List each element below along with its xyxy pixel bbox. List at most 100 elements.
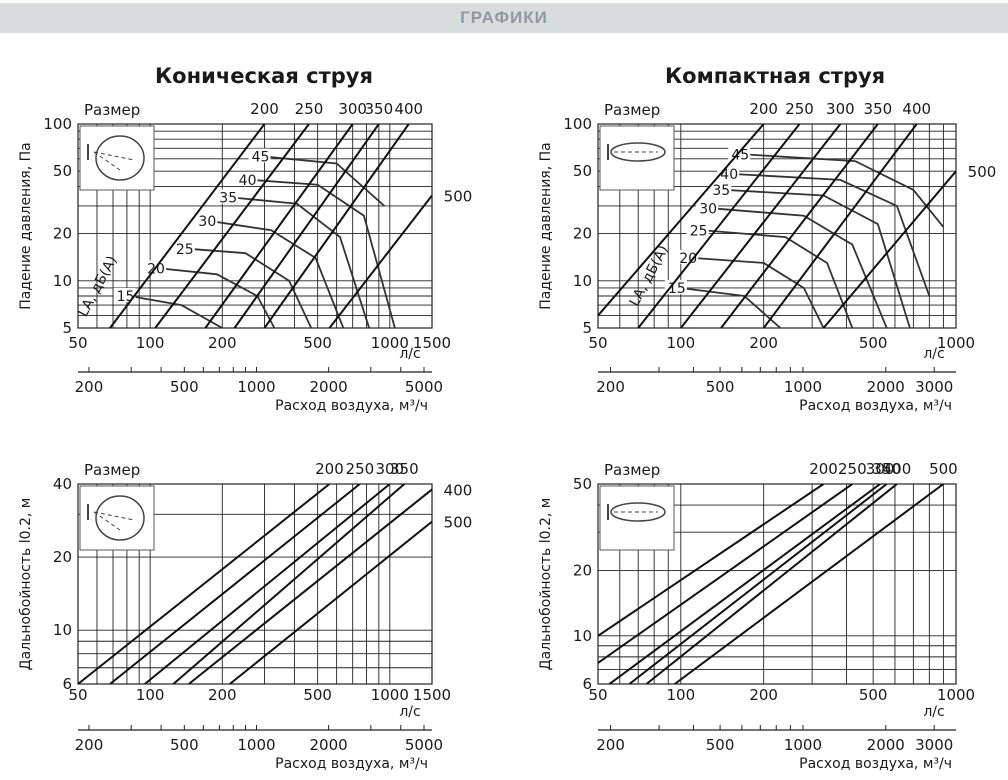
noise-curve-30 — [712, 207, 888, 328]
series-line-350 — [233, 124, 380, 328]
series-line-400 — [188, 488, 432, 684]
x2-axis-label: Расход воздуха, м³/ч — [275, 398, 428, 414]
x-tick-label: 1000 — [371, 334, 409, 352]
series-line-300 — [680, 124, 842, 328]
chart-title-compact: Компактная струя — [665, 64, 886, 88]
noise-curve-40 — [733, 173, 931, 297]
noise-label: 35 — [712, 183, 730, 199]
x2-axis-label: Расход воздуха, м³/ч — [275, 756, 428, 772]
noise-label: 40 — [720, 167, 738, 183]
size-label: 350 — [365, 100, 394, 118]
x-tick-label: 1000 — [937, 686, 975, 704]
diffuser-icon-frame — [599, 125, 675, 191]
size-label: 250 — [346, 460, 375, 478]
x-tick-label: 50 — [588, 686, 607, 704]
x-tick-label: 100 — [667, 686, 696, 704]
y-tick-label: 6 — [582, 675, 592, 693]
size-label: 350 — [872, 460, 901, 478]
page-header: ГРАФИКИ — [0, 0, 1008, 50]
x-unit-label: л/с — [923, 346, 944, 362]
noise-curve-25 — [188, 247, 313, 328]
noise-curve-35 — [232, 196, 371, 328]
y-tick-label: 10 — [53, 621, 72, 639]
x-tick-label: 100 — [136, 334, 165, 352]
header-bar — [0, 3, 1008, 33]
size-label: 200 — [809, 460, 838, 478]
noise-label-bg — [686, 222, 709, 237]
size-label: 350 — [390, 460, 419, 478]
x-tick-label: 1000 — [937, 334, 975, 352]
noise-label: 30 — [198, 214, 216, 230]
series-line-350 — [720, 124, 879, 328]
noise-label-bg — [664, 279, 687, 294]
y-axis-label: Падение давления, Па — [538, 142, 554, 309]
y-tick-label: 10 — [573, 272, 592, 290]
noise-label: 20 — [679, 251, 697, 267]
jet-ray-icon — [93, 511, 121, 531]
chart-panel-3: Размер 200 250 3003504005006102040Дальнобой… — [18, 460, 472, 772]
x-tick-label: 1500 — [413, 686, 451, 704]
plot-frame — [77, 123, 433, 329]
series-line-400 — [762, 124, 918, 328]
series-line-350 — [628, 484, 888, 684]
jet-conical-icon — [95, 495, 145, 541]
noise-curve-30 — [211, 220, 345, 328]
size-label: 300 — [826, 100, 855, 118]
x-tick-label: 50 — [68, 686, 87, 704]
size-label: 400 — [902, 100, 931, 118]
x2-tick-label: 200 — [596, 736, 625, 754]
jet-compact-icon — [610, 142, 666, 162]
noise-curve-15 — [129, 295, 223, 328]
series-line-500 — [674, 484, 945, 684]
x2-tick-label: 500 — [706, 736, 735, 754]
y-tick-label: 10 — [53, 272, 72, 290]
y-axis-label: Падение давления, Па — [18, 142, 34, 309]
x-unit-label: л/с — [399, 704, 420, 720]
x2-tick-label: 5000 — [405, 378, 443, 396]
x2-tick-label: 500 — [706, 378, 735, 396]
y-tick-label: 20 — [573, 561, 592, 579]
noise-label-bg — [216, 189, 239, 204]
size-label: 200 — [749, 100, 778, 118]
x2-tick-label: 1000 — [237, 378, 275, 396]
x-tick-label: 500 — [859, 686, 888, 704]
x2-tick-label: 2000 — [310, 736, 348, 754]
noise-label-bg — [717, 165, 740, 180]
size-label: 400 — [394, 100, 423, 118]
x-tick-label: 200 — [208, 686, 237, 704]
series-line-250 — [598, 484, 853, 664]
x-tick-label: 100 — [136, 686, 165, 704]
x2-tick-label: 1000 — [237, 736, 275, 754]
series-line-500 — [822, 170, 956, 328]
plot-frame — [77, 483, 433, 685]
noise-curve-35 — [725, 188, 911, 328]
noise-curve-45 — [744, 153, 945, 228]
y-tick-label: 20 — [573, 225, 592, 243]
y-tick-label: 5 — [62, 319, 72, 337]
series-line-250 — [637, 124, 801, 328]
series-line-250 — [154, 124, 310, 328]
noise-label-bg — [248, 148, 271, 163]
size-label: 500 — [929, 460, 958, 478]
size-label: 350 — [864, 100, 893, 118]
size-header-label: Размер — [84, 101, 140, 119]
x2-tick-label: 500 — [170, 736, 199, 754]
noise-label: 15 — [117, 289, 135, 305]
noise-curve-15 — [680, 287, 781, 328]
noise-label: 35 — [219, 190, 237, 206]
noise-curve-20 — [692, 256, 825, 328]
y-axis-label: Дальнобойность l0.2, м — [538, 498, 554, 671]
series-line-400 — [645, 484, 898, 684]
noise-label-bg — [235, 171, 258, 186]
x-tick-label: 1500 — [413, 334, 451, 352]
y-tick-label: 100 — [43, 115, 72, 133]
noise-label: 30 — [699, 201, 717, 217]
noise-label-bg — [172, 240, 195, 255]
size-label: 200 — [250, 100, 279, 118]
noise-label-bg — [696, 200, 719, 215]
noise-axis-label: LA, дБ(А) — [75, 253, 120, 319]
